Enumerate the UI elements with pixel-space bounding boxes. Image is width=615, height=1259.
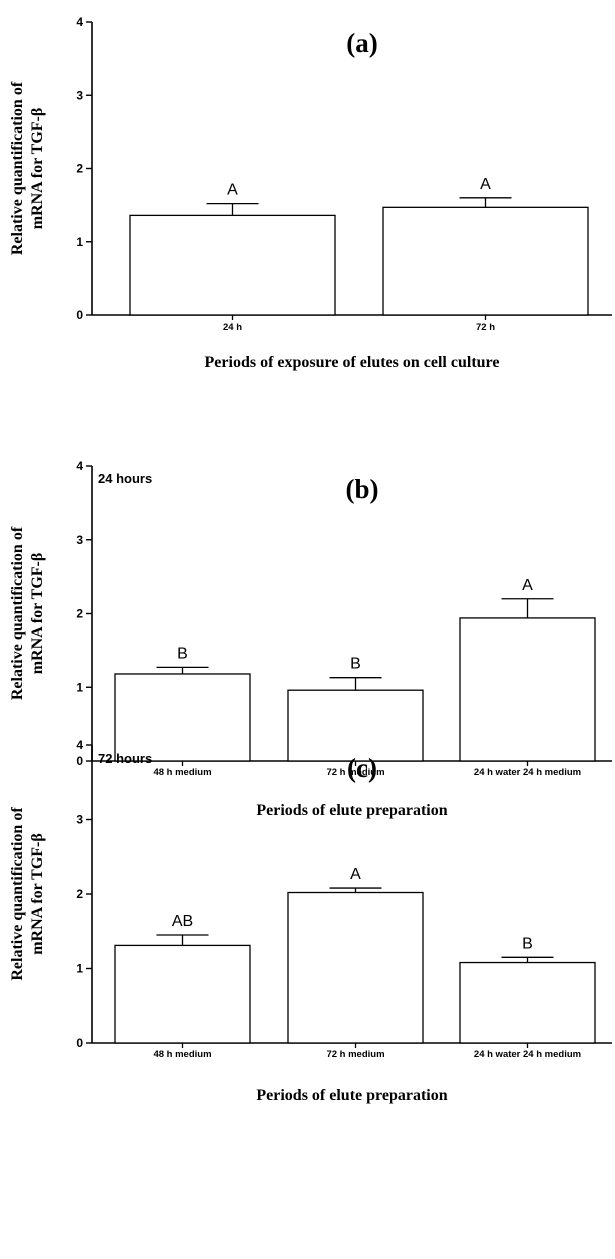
panel-3-category-label: 72 h medium <box>326 1049 384 1060</box>
panel-3-annotation: 72 hours <box>98 751 152 766</box>
panel-1-y-axis-title: mRNA for TGF-β <box>29 108 46 230</box>
panel-1-label: (a) <box>346 28 377 58</box>
panel-2-significance-label: B <box>350 656 361 673</box>
panel-1-y-tick-label: 3 <box>76 88 83 102</box>
panel-2-annotation: 24 hours <box>98 471 152 486</box>
panel-2-y-axis-title: mRNA for TGF-β <box>29 553 46 675</box>
panel-3-y-axis-title: mRNA for TGF-β <box>29 833 46 955</box>
panel-3-y-tick-label: 0 <box>76 1036 83 1050</box>
panel-1-y-tick-label: 2 <box>76 162 83 176</box>
panel-3-category-label: 48 h medium <box>153 1049 211 1060</box>
panel-3-significance-label: A <box>350 866 361 883</box>
panel-2-bar <box>287 689 424 762</box>
panel-3-bar <box>287 891 424 1044</box>
panel-1-significance-label: A <box>480 176 491 193</box>
panel-2-category-label: 24 h water 24 h medium <box>474 767 581 778</box>
panel-2-y-tick-label: 4 <box>76 459 83 473</box>
panel-2-x-axis-title: Periods of elute preparation <box>256 802 447 819</box>
panel-3-x-axis-title: Periods of elute preparation <box>256 1087 447 1104</box>
panel-3-y-axis-title: Relative quantification of <box>9 807 26 981</box>
panel-2-bar <box>459 617 596 762</box>
panel-2-bar <box>114 673 251 762</box>
panel-1-significance-label: A <box>227 182 238 199</box>
panel-3-y-tick-label: 4 <box>76 738 83 752</box>
panel-3-bar <box>459 961 596 1044</box>
panel-2-label: (b) <box>346 474 379 504</box>
panel-1-y-tick-label: 0 <box>76 308 83 322</box>
panel-3-y-tick-label: 1 <box>76 962 83 976</box>
panel-1-bar <box>382 206 589 316</box>
panel-2-y-tick-label: 0 <box>76 754 83 768</box>
panel-3-category-label: 24 h water 24 h medium <box>474 1049 581 1060</box>
panel-2-category-label: 72 h medium <box>326 767 384 778</box>
panel-1-y-axis-title: Relative quantification of <box>9 81 26 255</box>
panel-2-significance-label: A <box>522 577 533 594</box>
panel-1-category-label: 24 h <box>223 322 242 333</box>
panel-3-y-tick-label: 2 <box>76 887 83 901</box>
panel-3-y-tick-label: 3 <box>76 813 83 827</box>
panel-3-label: (c) <box>347 753 377 783</box>
panel-2-y-axis-title: Relative quantification of <box>9 526 26 700</box>
panel-1-category-label: 72 h <box>476 322 495 333</box>
panel-2-y-tick-label: 3 <box>76 533 83 547</box>
panel-3-bar <box>114 944 251 1044</box>
panel-2-y-tick-label: 1 <box>76 680 83 694</box>
panel-1-y-tick-label: 4 <box>76 15 83 29</box>
panel-1-bar <box>129 214 336 316</box>
panel-2-significance-label: B <box>177 645 188 662</box>
panel-2-y-tick-label: 2 <box>76 607 83 621</box>
panel-2-category-label: 48 h medium <box>153 767 211 778</box>
panel-3-significance-label: B <box>522 935 533 952</box>
panel-3-significance-label: AB <box>172 913 193 930</box>
panel-1-x-axis-title: Periods of exposure of elutes on cell cu… <box>205 354 500 371</box>
panel-1-y-tick-label: 1 <box>76 235 83 249</box>
